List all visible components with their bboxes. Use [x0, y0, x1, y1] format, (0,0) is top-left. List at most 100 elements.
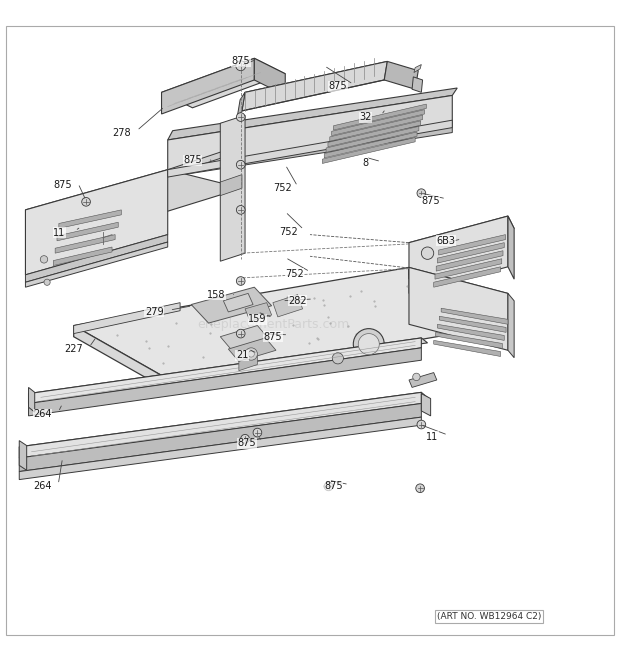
Polygon shape	[438, 243, 504, 263]
Polygon shape	[228, 338, 276, 362]
Text: 279: 279	[145, 307, 164, 317]
Circle shape	[236, 161, 245, 169]
Polygon shape	[53, 247, 112, 266]
Text: 158: 158	[206, 290, 225, 299]
Text: 227: 227	[64, 344, 83, 354]
Circle shape	[353, 329, 384, 360]
Text: 875: 875	[231, 56, 250, 66]
Polygon shape	[223, 293, 253, 312]
Polygon shape	[414, 65, 422, 73]
Text: 11: 11	[427, 432, 438, 442]
Polygon shape	[59, 210, 122, 229]
Circle shape	[324, 482, 333, 490]
Polygon shape	[245, 303, 272, 321]
Polygon shape	[168, 95, 452, 171]
Circle shape	[236, 113, 245, 122]
Text: 8: 8	[363, 159, 369, 169]
Polygon shape	[74, 303, 180, 334]
Polygon shape	[434, 267, 500, 287]
Polygon shape	[242, 61, 388, 111]
Text: 752: 752	[285, 268, 304, 278]
Polygon shape	[439, 235, 505, 255]
Polygon shape	[422, 393, 431, 416]
Text: eReplacementParts.com: eReplacementParts.com	[197, 318, 349, 330]
Polygon shape	[409, 268, 508, 350]
Polygon shape	[29, 338, 422, 403]
Polygon shape	[168, 126, 452, 177]
Circle shape	[417, 189, 426, 198]
Polygon shape	[409, 373, 437, 387]
Polygon shape	[74, 268, 508, 383]
Text: 752: 752	[279, 227, 298, 237]
Polygon shape	[508, 293, 514, 358]
Polygon shape	[322, 137, 415, 163]
Polygon shape	[25, 170, 168, 275]
Polygon shape	[328, 121, 421, 147]
Circle shape	[40, 256, 48, 263]
Text: 875: 875	[237, 438, 256, 448]
Polygon shape	[330, 115, 423, 141]
Polygon shape	[326, 126, 419, 152]
Polygon shape	[19, 441, 27, 471]
Polygon shape	[237, 93, 245, 118]
Polygon shape	[25, 242, 168, 287]
Polygon shape	[409, 216, 508, 293]
Text: 278: 278	[112, 128, 131, 137]
Circle shape	[82, 198, 91, 206]
Polygon shape	[55, 235, 115, 253]
Polygon shape	[191, 287, 272, 323]
Polygon shape	[438, 325, 504, 340]
Circle shape	[236, 206, 245, 214]
Text: 875: 875	[422, 196, 440, 206]
Text: 21: 21	[236, 350, 248, 360]
Circle shape	[417, 420, 426, 429]
Text: 6B3: 6B3	[436, 236, 456, 246]
FancyBboxPatch shape	[6, 26, 614, 635]
Circle shape	[332, 353, 343, 364]
Polygon shape	[168, 145, 242, 176]
Polygon shape	[436, 251, 503, 271]
Polygon shape	[19, 403, 422, 471]
Polygon shape	[162, 58, 254, 114]
Polygon shape	[162, 58, 285, 108]
Polygon shape	[74, 326, 174, 393]
Text: 875: 875	[183, 155, 202, 165]
Polygon shape	[441, 308, 508, 325]
Circle shape	[241, 434, 249, 443]
Polygon shape	[19, 417, 422, 480]
Polygon shape	[334, 104, 427, 130]
Circle shape	[358, 334, 379, 354]
Polygon shape	[220, 175, 242, 196]
Polygon shape	[29, 348, 422, 416]
Circle shape	[245, 348, 257, 360]
Text: 282: 282	[288, 296, 307, 306]
Text: 32: 32	[360, 112, 372, 122]
Circle shape	[253, 428, 262, 437]
Polygon shape	[220, 326, 268, 349]
Text: 264: 264	[33, 481, 52, 491]
Polygon shape	[409, 268, 508, 335]
Text: 875: 875	[324, 481, 343, 491]
Text: 11: 11	[53, 228, 66, 238]
Polygon shape	[168, 120, 452, 177]
Text: 875: 875	[329, 81, 347, 91]
Circle shape	[236, 329, 245, 338]
Polygon shape	[384, 61, 418, 89]
Polygon shape	[19, 393, 429, 453]
Text: 159: 159	[248, 315, 267, 325]
Polygon shape	[409, 216, 514, 255]
Circle shape	[44, 279, 50, 286]
Polygon shape	[220, 115, 245, 261]
Polygon shape	[324, 132, 417, 158]
Text: 752: 752	[273, 183, 291, 193]
Polygon shape	[239, 355, 257, 371]
Polygon shape	[409, 268, 508, 301]
Polygon shape	[434, 340, 500, 356]
Text: 264: 264	[33, 409, 52, 419]
Polygon shape	[29, 387, 35, 412]
Polygon shape	[168, 88, 457, 140]
Polygon shape	[332, 110, 425, 136]
Polygon shape	[242, 61, 388, 98]
Polygon shape	[25, 170, 242, 229]
Circle shape	[236, 61, 246, 71]
